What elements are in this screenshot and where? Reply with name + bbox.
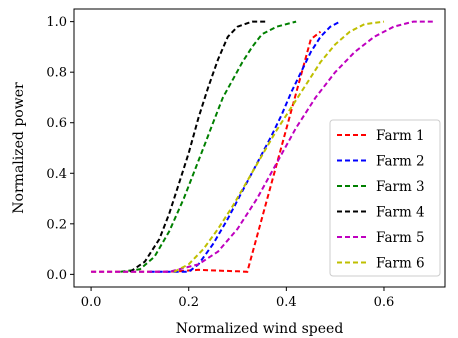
x-tick-label: 0.6: [374, 295, 395, 310]
legend-label: Farm 5: [376, 230, 425, 246]
x-tick-label: 0.2: [178, 295, 199, 310]
y-axis-label: Normalized power: [11, 82, 27, 214]
y-tick-label: 0.8: [46, 66, 67, 81]
x-tick-label: 0.0: [81, 295, 102, 310]
y-tick-label: 0.6: [46, 116, 67, 131]
series-line-6: [173, 20, 385, 273]
x-tick-label: 0.4: [276, 295, 297, 310]
legend: Farm 1 Farm 2 Farm 3 Farm 4 Farm 5 Farm 6: [329, 119, 441, 277]
series-layer: [91, 20, 433, 273]
legend-label: Farm 2: [376, 154, 425, 170]
plot-frame: [73, 8, 446, 288]
y-tick-label: 0.4: [46, 167, 67, 182]
y-tick-label: 0.2: [46, 217, 67, 232]
axes-layer: 0.0 0.2 0.4 0.6 0.0 0.2 0.4 0.6 0.8 1.0: [46, 15, 394, 310]
y-tick-label: 0.0: [46, 268, 67, 283]
series-line-1: [91, 30, 322, 273]
x-axis-label: Normalized wind speed: [176, 321, 344, 337]
series-line-3: [120, 20, 297, 273]
legend-label: Farm 4: [376, 205, 425, 221]
legend-label: Farm 1: [376, 128, 425, 144]
legend-label: Farm 6: [376, 256, 425, 272]
y-tick-label: 1.0: [46, 15, 67, 30]
series-line-4: [129, 20, 267, 273]
series-line-2: [149, 20, 341, 273]
legend-label: Farm 3: [376, 179, 425, 195]
series-line-5: [91, 20, 433, 273]
